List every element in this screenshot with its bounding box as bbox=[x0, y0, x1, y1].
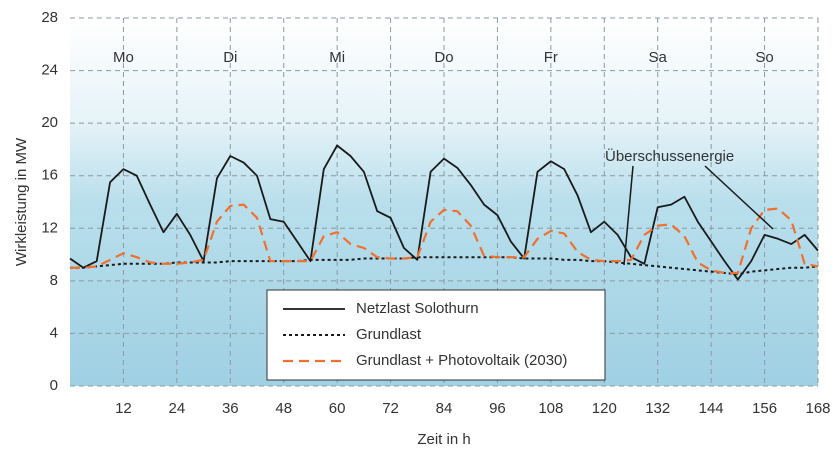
y-tick-label: 8 bbox=[50, 272, 58, 289]
series-line bbox=[70, 256, 819, 276]
legend: Netzlast Solothurn Grundlast Grundlast + P… bbox=[266, 289, 606, 381]
x-tick-label: 96 bbox=[489, 400, 506, 417]
series-line bbox=[69, 144, 819, 281]
x-tick-label: 168 bbox=[805, 400, 830, 417]
lines bbox=[69, 144, 819, 281]
x-tick-label: 12 bbox=[115, 400, 132, 417]
legend-label: Grundlast bbox=[356, 326, 422, 343]
day-label: So bbox=[755, 49, 773, 66]
x-tick-label: 120 bbox=[592, 400, 617, 417]
x-tick-label: 144 bbox=[699, 400, 724, 417]
y-tick-label: 24 bbox=[41, 62, 58, 79]
x-tick-label: 84 bbox=[436, 400, 453, 417]
y-tick-label: 28 bbox=[41, 9, 58, 26]
y-tick-label: 4 bbox=[50, 324, 58, 341]
annotation: Überschussenergie bbox=[605, 147, 734, 165]
day-label: Di bbox=[223, 49, 237, 66]
x-tick-label: 108 bbox=[538, 400, 563, 417]
x-tick-label: 60 bbox=[329, 400, 346, 417]
day-label: Do bbox=[434, 49, 453, 66]
x-tick-label: 72 bbox=[382, 400, 399, 417]
x-tick-label: 132 bbox=[645, 400, 670, 417]
y-axis-label: Wirkleistung in MW bbox=[13, 137, 30, 266]
series-line bbox=[70, 203, 819, 275]
day-label: Mi bbox=[329, 49, 345, 66]
annotation-pointer bbox=[623, 165, 634, 266]
legend-label: Netzlast Solothurn bbox=[356, 300, 479, 317]
y-tick-label: 16 bbox=[41, 167, 58, 184]
day-label: Fr bbox=[544, 49, 558, 66]
x-axis-label: Zeit in h bbox=[417, 431, 470, 448]
legend-label: Grundlast + Photovoltaik (2030) bbox=[356, 352, 567, 369]
annotation-pointer bbox=[704, 165, 774, 230]
x-tick-label: 156 bbox=[752, 400, 777, 417]
x-tick-label: 48 bbox=[275, 400, 292, 417]
x-tick-label: 36 bbox=[222, 400, 239, 417]
y-tick-label: 12 bbox=[41, 219, 58, 236]
legend-box bbox=[266, 289, 606, 381]
x-tick-label: 24 bbox=[169, 400, 186, 417]
y-tick-label: 20 bbox=[41, 114, 58, 131]
y-tick-label: 0 bbox=[50, 377, 58, 394]
day-label: Sa bbox=[649, 49, 668, 66]
day-label: Mo bbox=[113, 49, 134, 66]
